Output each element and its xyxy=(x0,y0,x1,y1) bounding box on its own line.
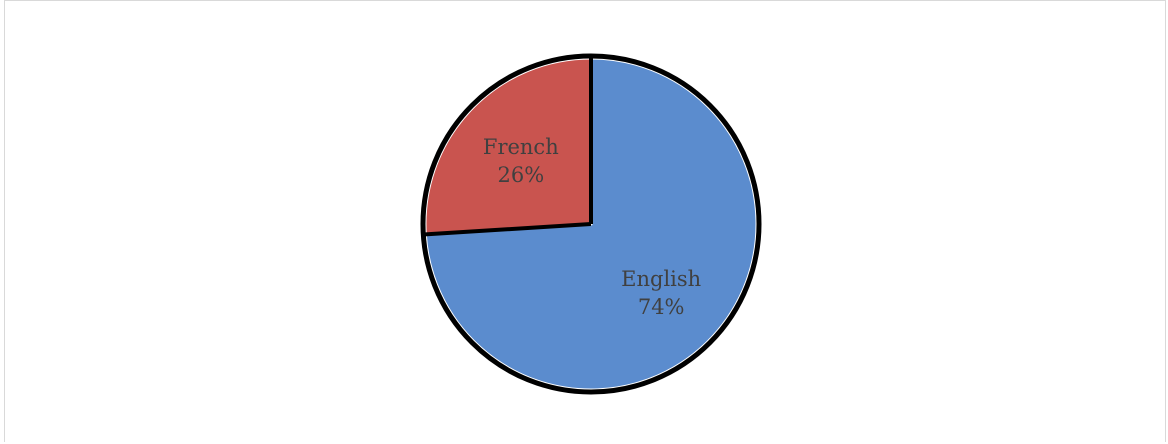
pie-outline xyxy=(420,53,762,395)
chart-frame: English 74% French 26% xyxy=(4,0,1166,442)
pie-labels: English 74% French 26% xyxy=(483,135,701,319)
slice-label-english: English 74% xyxy=(621,267,701,319)
pie-chart: English 74% French 26% xyxy=(420,53,762,395)
slice-label-percent: 74% xyxy=(638,295,685,319)
slice-label-percent: 26% xyxy=(497,163,544,187)
slice-label-name: French xyxy=(483,135,559,159)
slice-label-name: English xyxy=(621,267,701,291)
slice-border-line xyxy=(423,222,592,237)
slice-label-french: French 26% xyxy=(483,135,559,187)
